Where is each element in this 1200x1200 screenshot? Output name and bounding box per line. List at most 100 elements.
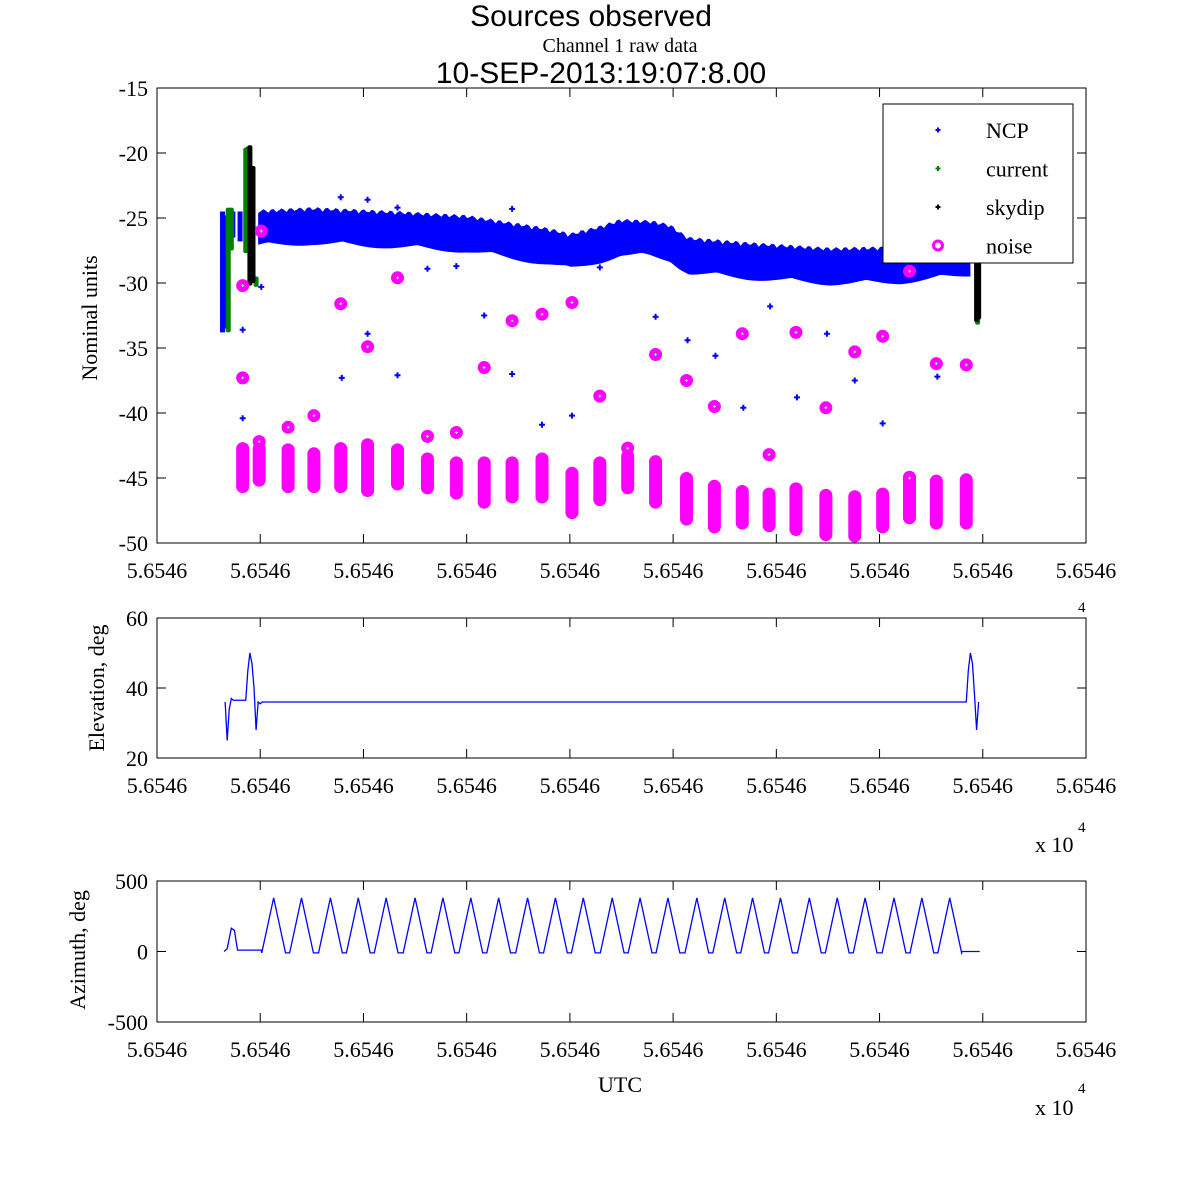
- legend: NCP current skydip noise: [882, 103, 1074, 264]
- legend-label-NCP: NCP: [986, 118, 1029, 143]
- ncp-point: [509, 371, 516, 377]
- noise-cluster: [281, 443, 295, 494]
- noise-cluster: [535, 452, 549, 504]
- y-axis-label-azimuth: Azimuth, deg: [65, 890, 90, 1010]
- ncp-point: [793, 394, 800, 401]
- x-tick-label: 5.6546: [953, 558, 1014, 583]
- noise-point-center: [794, 330, 798, 334]
- x-tick-label: 5.6546: [746, 1037, 807, 1062]
- x-tick-label: 5.6546: [1056, 558, 1117, 583]
- y-tick-label: 40: [126, 676, 148, 701]
- y-tick-label: -15: [119, 76, 148, 101]
- noise-point-center: [767, 453, 771, 457]
- noise-cluster: [649, 455, 663, 509]
- noise-point-center: [598, 394, 602, 398]
- noise-cluster: [848, 490, 862, 543]
- x-tick-label: 5.6546: [849, 558, 910, 583]
- ncp-point: [823, 330, 830, 337]
- ncp-point: [509, 205, 516, 212]
- legend-label-noise: noise: [986, 234, 1032, 259]
- x-axis-label-utc: UTC: [598, 1072, 642, 1097]
- ncp-point: [364, 330, 371, 337]
- azimuth-line: [223, 897, 980, 956]
- x-tick-label: 5.6546: [230, 1037, 291, 1062]
- noise-point-center: [626, 446, 630, 450]
- ncp-point: [596, 264, 603, 271]
- y-tick-label: -40: [119, 401, 148, 426]
- ncp-point: [337, 194, 344, 201]
- ncp-point: [740, 404, 747, 411]
- x-tick-label: 5.6546: [333, 1037, 394, 1062]
- ncp-point: [239, 326, 246, 333]
- y-tick-label: 500: [115, 869, 148, 894]
- x-tick-label: 5.6546: [127, 773, 188, 798]
- noise-cluster: [902, 470, 916, 525]
- noise-cluster: [334, 442, 348, 494]
- noise-cluster: [307, 447, 321, 494]
- x-tick-label: 5.6546: [436, 558, 497, 583]
- legend-marker-noise: [932, 239, 944, 252]
- noise-cluster: [762, 487, 776, 533]
- x-tick-label: 5.6546: [849, 1037, 910, 1062]
- noise-cluster: [707, 479, 721, 534]
- ncp-point: [394, 372, 401, 379]
- x-tick-label: 5.6546: [230, 558, 291, 583]
- current-segment: [228, 207, 234, 251]
- axes-1: 5.6546 5.6546 5.6546 5.6546 5.6546 5.6546 5.65…: [119, 76, 1117, 583]
- noise-cluster: [236, 442, 250, 494]
- noise-point-center: [964, 363, 968, 367]
- ncp-point: [239, 415, 246, 422]
- x-tick-label: 5.6546: [333, 558, 394, 583]
- noise-point-center: [934, 362, 938, 366]
- noise-point-center: [907, 476, 911, 480]
- ncp-point: [684, 337, 691, 344]
- noise-cluster: [929, 474, 943, 530]
- y-tick-label: -45: [119, 466, 148, 491]
- x-tick-label: 5.6546: [746, 773, 807, 798]
- noise-point-center: [853, 350, 857, 354]
- y-axis-label-nominal-units: Nominal units: [77, 255, 102, 380]
- x-multiplier-exponent-top: 4: [1078, 600, 1086, 616]
- ncp-point: [851, 377, 858, 384]
- axes-box: [156, 87, 1087, 544]
- x-multiplier-exponent-azimuth: 4: [1078, 1081, 1086, 1097]
- ncp-point: [424, 265, 431, 272]
- axes-2: 5.6546 5.6546 5.6546 5.6546 5.6546 5.6546 5.65…: [126, 606, 1116, 798]
- y-axis-label-elevation: Elevation, deg: [84, 624, 109, 751]
- y-tick-label: -25: [119, 206, 148, 231]
- noise-point-center: [685, 379, 689, 382]
- x-tick-label: 5.6546: [127, 1037, 188, 1062]
- noise-cluster: [959, 473, 973, 530]
- x-tick-label: 5.6546: [953, 773, 1014, 798]
- noise-point-center: [881, 334, 885, 338]
- noise-cluster: [449, 456, 463, 500]
- x-tick-label: 5.6546: [1056, 1037, 1117, 1062]
- y-tick-label: -35: [119, 336, 148, 361]
- chart-title: Sources observed: [470, 0, 712, 33]
- x-tick-label: 5.6546: [643, 1037, 704, 1062]
- chart-subtitle: Channel 1 raw data: [543, 35, 698, 57]
- ncp-point: [258, 283, 265, 290]
- x-multiplier-elevation: x 10: [1035, 832, 1074, 857]
- noise-point-center: [824, 406, 828, 410]
- noise-point-center: [339, 302, 343, 306]
- axes-box: [156, 617, 1087, 759]
- ncp-point: [879, 420, 886, 427]
- ncp-band: [258, 207, 971, 286]
- skydip-segment: [250, 166, 256, 283]
- noise-cluster: [420, 452, 434, 495]
- x-tick-label: 5.6546: [127, 558, 188, 583]
- ncp-point: [652, 313, 659, 320]
- ncp-point: [481, 312, 488, 319]
- noise-cluster: [876, 487, 890, 534]
- ncp-point: [364, 196, 371, 203]
- x-tick-label: 5.6546: [436, 1037, 497, 1062]
- noise-point-center: [482, 366, 486, 369]
- legend-marker-NCP: [935, 127, 941, 133]
- noise-point-center: [257, 440, 261, 444]
- ncp-point: [767, 303, 774, 310]
- x-tick-label: 5.6546: [540, 558, 601, 583]
- x-tick-label: 5.6546: [953, 1037, 1014, 1062]
- y-tick-label: -50: [119, 531, 148, 556]
